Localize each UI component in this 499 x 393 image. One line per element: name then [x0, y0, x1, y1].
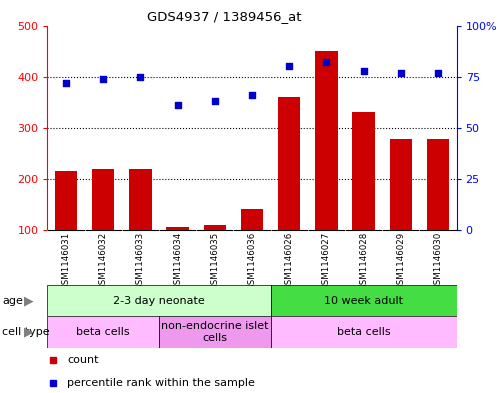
Text: age: age	[2, 296, 23, 306]
Text: ▶: ▶	[24, 325, 34, 339]
Bar	[55, 171, 77, 230]
Text: GSM1146032: GSM1146032	[99, 231, 108, 290]
Bar	[204, 225, 226, 230]
Text: GSM1146028: GSM1146028	[359, 231, 368, 290]
Text: GSM1146034: GSM1146034	[173, 231, 182, 290]
Text: beta cells: beta cells	[337, 327, 390, 337]
Text: GDS4937 / 1389456_at: GDS4937 / 1389456_at	[147, 10, 302, 23]
Bar	[315, 51, 337, 230]
Text: percentile rank within the sample: percentile rank within the sample	[67, 378, 255, 388]
Bar	[241, 209, 263, 230]
Bar	[47, 316, 159, 348]
Bar	[352, 112, 375, 230]
Bar	[278, 97, 300, 230]
Bar	[47, 285, 270, 316]
Point	[397, 70, 405, 76]
Text: count: count	[67, 355, 99, 365]
Text: GSM1146027: GSM1146027	[322, 231, 331, 290]
Bar	[270, 316, 457, 348]
Point	[136, 73, 144, 80]
Text: GSM1146029: GSM1146029	[396, 231, 405, 290]
Point	[434, 70, 442, 76]
Bar	[167, 227, 189, 230]
Text: ▶: ▶	[24, 294, 34, 307]
Bar	[427, 139, 449, 230]
Point	[99, 75, 107, 82]
Text: 10 week adult: 10 week adult	[324, 296, 403, 306]
Bar	[390, 139, 412, 230]
Text: GSM1146026: GSM1146026	[285, 231, 294, 290]
Text: cell type: cell type	[2, 327, 50, 337]
Text: 2-3 day neonate: 2-3 day neonate	[113, 296, 205, 306]
Text: GSM1146031: GSM1146031	[61, 231, 70, 290]
Bar	[270, 285, 457, 316]
Point	[62, 80, 70, 86]
Bar	[129, 169, 152, 230]
Bar	[159, 316, 270, 348]
Point	[360, 67, 368, 73]
Text: GSM1146035: GSM1146035	[210, 231, 219, 290]
Point	[174, 102, 182, 108]
Text: non-endocrine islet
cells: non-endocrine islet cells	[161, 321, 268, 343]
Point	[285, 63, 293, 70]
Point	[322, 59, 330, 66]
Text: GSM1146030: GSM1146030	[434, 231, 443, 290]
Bar	[92, 169, 114, 230]
Point	[248, 92, 256, 98]
Text: GSM1146036: GSM1146036	[248, 231, 256, 290]
Text: beta cells: beta cells	[76, 327, 130, 337]
Point	[211, 98, 219, 104]
Text: GSM1146033: GSM1146033	[136, 231, 145, 290]
